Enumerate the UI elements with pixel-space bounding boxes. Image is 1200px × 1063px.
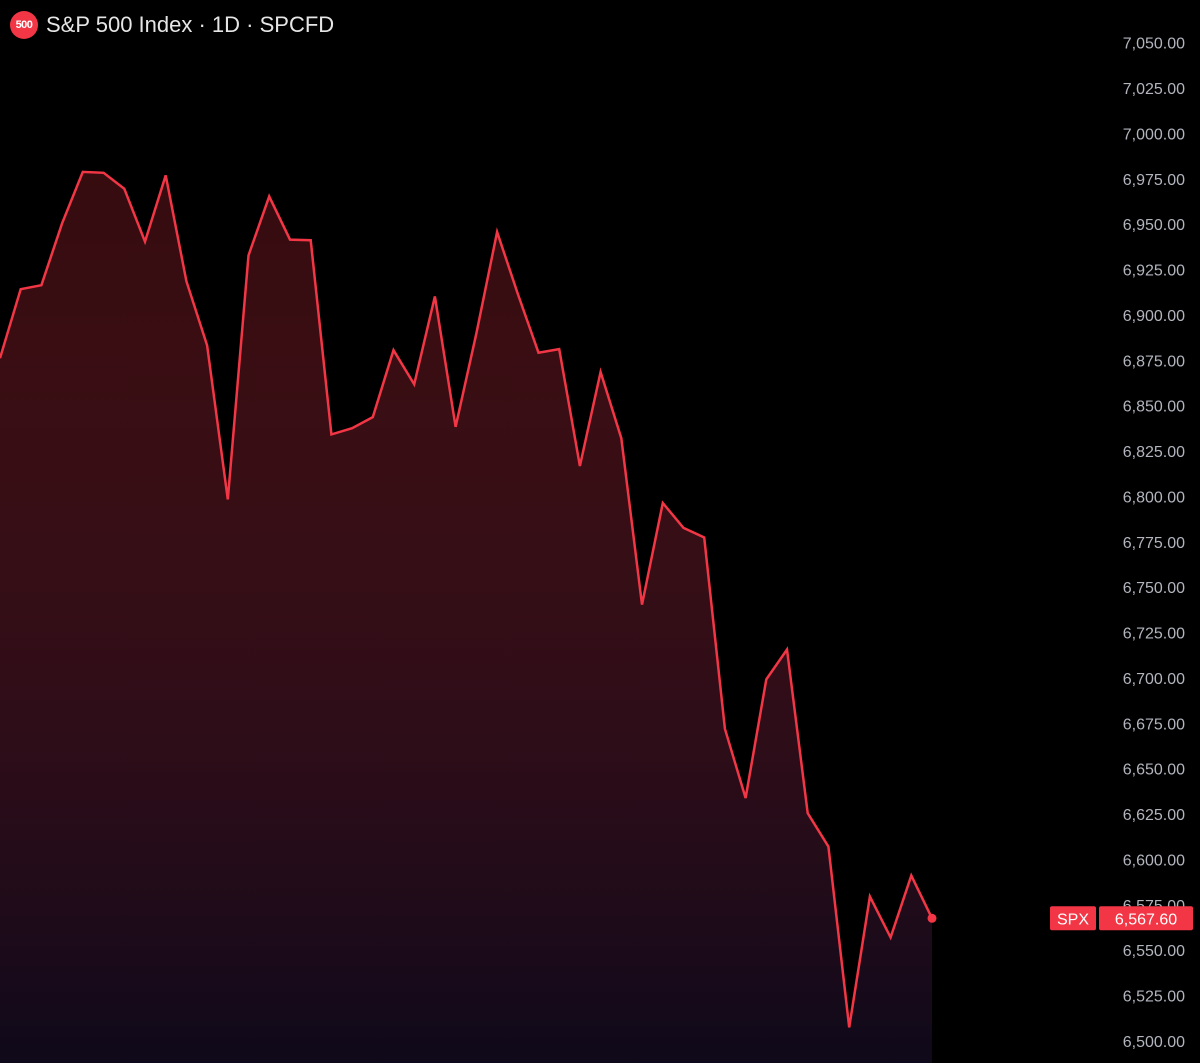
symbol-title[interactable]: S&P 500 Index · 1D · SPCFD — [46, 12, 335, 37]
last-price-tag: SPX 6,567.60 — [1050, 906, 1193, 931]
y-tick-label: 6,875.00 — [1123, 353, 1185, 370]
y-axis: 7,050.00 7,025.00 7,000.00 6,975.00 6,950.00… — [1123, 36, 1185, 1051]
price-tag-symbol: SPX — [1057, 911, 1089, 928]
y-tick-label: 6,800.00 — [1123, 489, 1185, 506]
symbol-logo-icon[interactable]: 500 — [10, 11, 38, 39]
price-line[interactable] — [0, 170, 934, 1028]
last-price-dot — [927, 913, 937, 923]
y-tick-label: 7,000.00 — [1123, 126, 1185, 143]
y-tick-label: 6,725.00 — [1123, 626, 1185, 643]
price-tag-value: 6,567.60 — [1115, 911, 1177, 928]
price-tag-value-background — [1099, 906, 1193, 931]
y-tick-label: 7,025.00 — [1123, 81, 1185, 98]
y-tick-label: 6,675.00 — [1123, 716, 1185, 733]
y-tick-label: 6,825.00 — [1123, 444, 1185, 461]
price-tag-symbol-background — [1050, 906, 1096, 931]
y-tick-label: 6,700.00 — [1123, 671, 1185, 688]
y-tick-label: 6,625.00 — [1123, 807, 1185, 824]
y-tick-label: 6,950.00 — [1123, 217, 1185, 234]
y-tick-label: 6,850.00 — [1123, 399, 1185, 416]
y-tick-label: 6,525.00 — [1123, 989, 1185, 1006]
y-tick-label: 6,550.00 — [1123, 943, 1185, 960]
y-tick-label: 7,050.00 — [1123, 36, 1185, 53]
y-tick-label: 6,775.00 — [1123, 535, 1185, 552]
y-tick-label: 6,650.00 — [1123, 762, 1185, 779]
chart-header: 500 S&P 500 Index · 1D · SPCFD — [10, 10, 334, 40]
y-tick-label: 6,975.00 — [1123, 172, 1185, 189]
y-tick-label: 6,750.00 — [1123, 580, 1185, 597]
y-tick-label: 6,600.00 — [1123, 852, 1185, 869]
y-tick-label: 6,900.00 — [1123, 308, 1185, 325]
area-fill — [0, 171, 932, 1063]
y-tick-label: 6,925.00 — [1123, 263, 1185, 280]
y-tick-label: 6,500.00 — [1123, 1034, 1185, 1051]
